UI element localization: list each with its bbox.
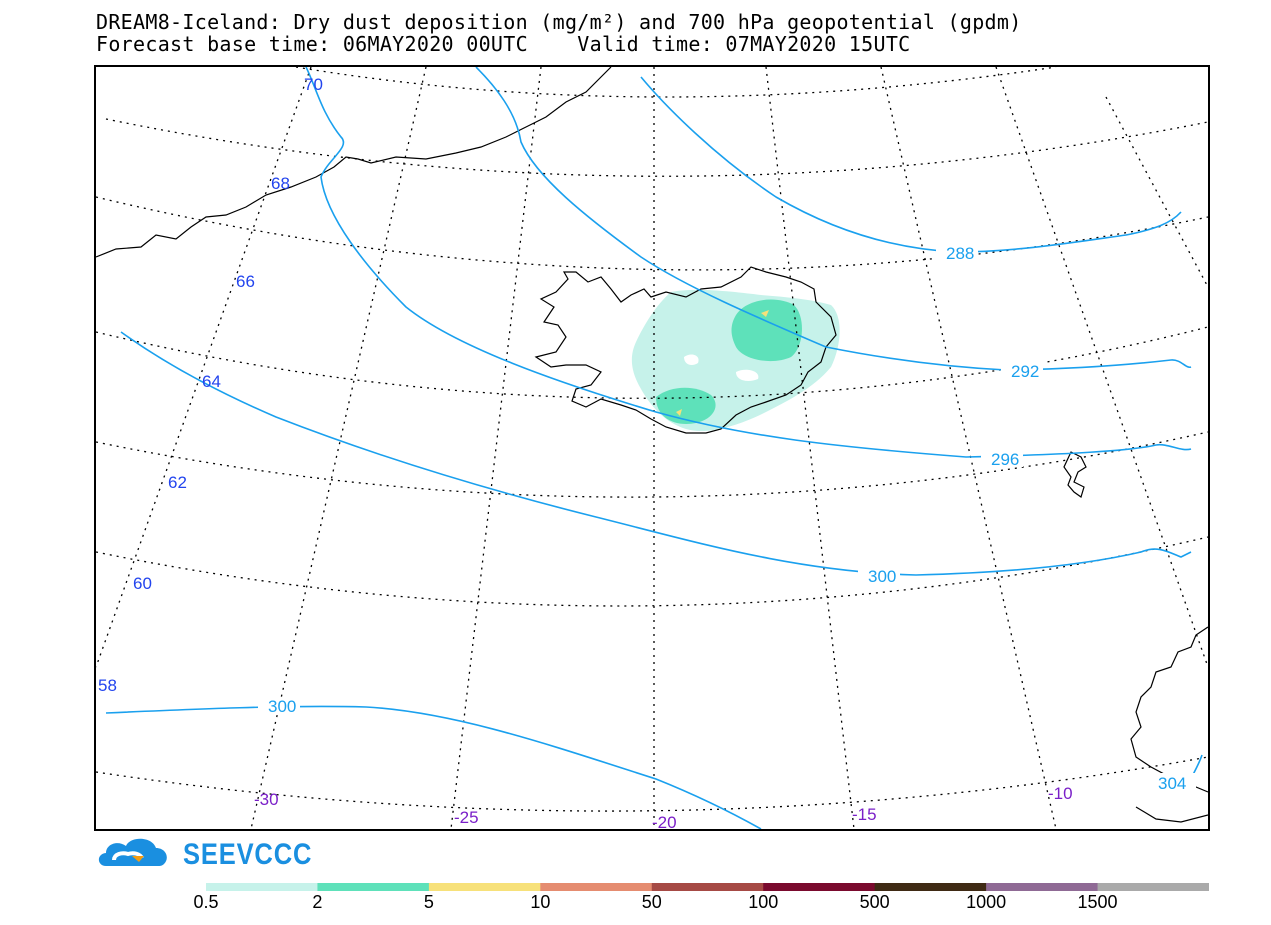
colorbar-swatch bbox=[763, 883, 876, 891]
colorbar-swatches bbox=[206, 883, 1209, 891]
logo-text: SEEVCCC bbox=[183, 838, 313, 871]
contour-label-group: 288 292 296 300 300 304 bbox=[258, 243, 1196, 793]
latitude-label: 68 bbox=[271, 174, 290, 193]
contour-label: 296 bbox=[991, 450, 1019, 469]
longitude-label: -10 bbox=[1048, 784, 1073, 803]
contour-label: 304 bbox=[1158, 774, 1186, 793]
longitude-label-group: -30 -25 -20 -15 -10 bbox=[254, 784, 1073, 829]
colorbar-swatch bbox=[874, 883, 987, 891]
colorbar-swatch bbox=[428, 883, 541, 891]
colorbar-tick-label: 1500 bbox=[1077, 892, 1118, 912]
map-canvas: 288 292 296 300 300 304 70 68 66 64 62 6… bbox=[96, 67, 1208, 829]
longitude-label: -15 bbox=[852, 805, 877, 824]
map-panel[interactable]: 288 292 296 300 300 304 70 68 66 64 62 6… bbox=[94, 65, 1210, 831]
latitude-label: 66 bbox=[236, 272, 255, 291]
colorbar-tick-label: 1000 bbox=[966, 892, 1007, 912]
colorbar-swatch bbox=[206, 883, 318, 891]
seevccc-logo bbox=[98, 838, 167, 866]
colorbar-swatch bbox=[986, 883, 1099, 891]
dust-deposition-field bbox=[631, 289, 840, 432]
forecast-times: Forecast base time: 06MAY2020 00UTC Vali… bbox=[96, 32, 911, 56]
contour-label: 300 bbox=[268, 697, 296, 716]
colorbar-tick-label: 5 bbox=[423, 892, 434, 912]
latitude-lines bbox=[96, 67, 1208, 812]
colorbar bbox=[206, 883, 1209, 891]
latitude-label: 64 bbox=[202, 372, 221, 391]
colorbar-swatch bbox=[317, 883, 430, 891]
longitude-label: -20 bbox=[652, 813, 677, 829]
latitude-label: 62 bbox=[168, 473, 187, 492]
contour-label: 292 bbox=[1011, 362, 1039, 381]
contour-label: 300 bbox=[868, 567, 896, 586]
colorbar-tick-label: 100 bbox=[748, 892, 779, 912]
latitude-label: 58 bbox=[98, 676, 117, 695]
colorbar-swatch bbox=[540, 883, 653, 891]
latitude-label-group: 70 68 66 64 62 60 58 bbox=[98, 75, 323, 695]
longitude-label: -30 bbox=[254, 790, 279, 809]
colorbar-tick-label: 10 bbox=[530, 892, 551, 912]
colorbar-swatch bbox=[651, 883, 764, 891]
longitude-label: -25 bbox=[454, 808, 479, 827]
colorbar-tick-label: 500 bbox=[859, 892, 890, 912]
colorbar-tick-label: 50 bbox=[641, 892, 662, 912]
geopotential-contours bbox=[105, 67, 1203, 829]
contour-label: 288 bbox=[946, 244, 974, 263]
map-title: DREAM8-Iceland: Dry dust deposition (mg/… bbox=[96, 10, 1022, 34]
colorbar-tick-label: 0.5 bbox=[193, 892, 219, 912]
latitude-label: 60 bbox=[133, 574, 152, 593]
latitude-label: 70 bbox=[304, 75, 323, 94]
colorbar-swatch bbox=[1097, 883, 1209, 891]
colorbar-tick-label: 2 bbox=[312, 892, 323, 912]
